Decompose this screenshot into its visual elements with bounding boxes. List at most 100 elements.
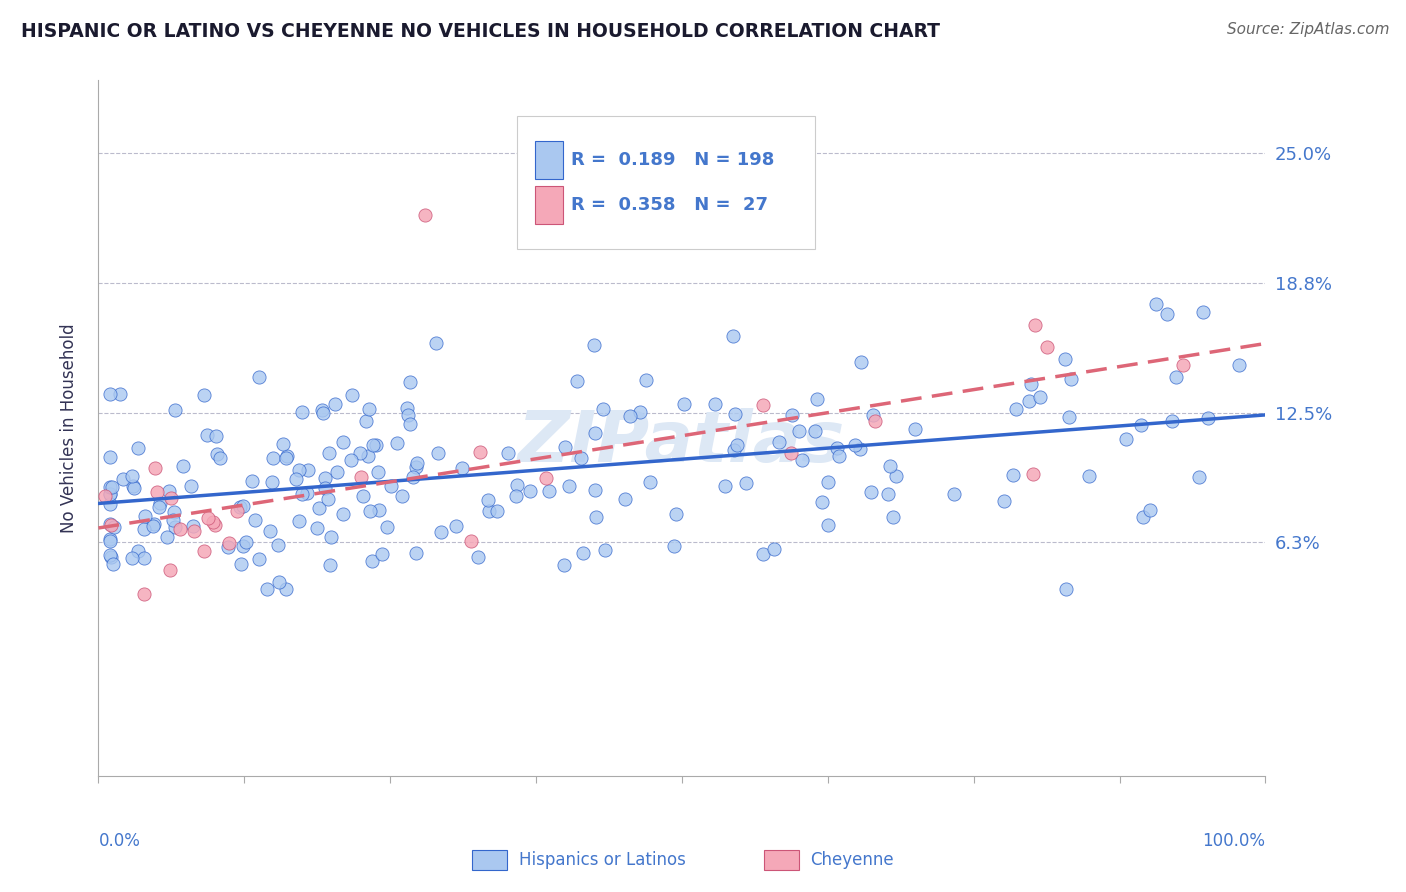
Point (159, 491, 181, 505)
Point (768, 435, 790, 450)
Point (1054, 582, 1077, 596)
Point (156, 530, 179, 544)
Point (429, 524, 451, 539)
Point (1156, 307, 1178, 321)
Point (232, 539, 254, 553)
Point (122, 481, 145, 495)
Point (232, 500, 254, 514)
Point (636, 373, 658, 387)
Point (163, 505, 186, 519)
Point (1024, 318, 1046, 332)
Point (142, 519, 165, 533)
Point (163, 520, 186, 534)
Point (352, 489, 374, 503)
Point (218, 535, 240, 549)
Point (274, 450, 297, 465)
Point (149, 496, 172, 510)
Point (380, 479, 402, 493)
Point (763, 542, 786, 557)
Text: HISPANIC OR LATINO VS CHEYENNE NO VEHICLES IN HOUSEHOLD CORRELATION CHART: HISPANIC OR LATINO VS CHEYENNE NO VEHICL… (21, 22, 941, 41)
Point (112, 472, 135, 486)
Bar (472, 850, 508, 870)
Point (862, 408, 884, 422)
Point (735, 475, 758, 490)
Point (790, 452, 813, 467)
Point (405, 460, 427, 475)
Bar (763, 850, 799, 870)
Point (98, 387, 121, 401)
Point (368, 503, 391, 517)
Point (825, 442, 848, 456)
Point (127, 442, 149, 456)
Point (98, 450, 121, 464)
Point (565, 374, 588, 388)
Point (554, 440, 576, 454)
Point (628, 405, 651, 419)
Point (100, 550, 122, 565)
Point (98, 497, 121, 511)
Point (172, 459, 194, 474)
Point (240, 475, 263, 489)
Point (817, 518, 839, 533)
Point (725, 438, 748, 452)
Point (100, 480, 122, 494)
Point (122, 478, 145, 492)
Point (1164, 370, 1187, 384)
Point (496, 446, 519, 460)
Point (314, 481, 336, 495)
Point (478, 503, 501, 517)
Point (665, 507, 688, 521)
Point (571, 546, 593, 560)
Point (354, 414, 377, 428)
Point (98, 548, 121, 562)
Point (425, 335, 447, 350)
Point (1022, 467, 1045, 482)
Point (865, 414, 887, 428)
Point (267, 538, 290, 552)
Point (467, 550, 489, 565)
Text: ZIPatlas: ZIPatlas (519, 408, 845, 476)
Point (108, 386, 131, 401)
Point (274, 582, 297, 596)
Point (485, 504, 508, 518)
Y-axis label: No Vehicles in Household: No Vehicles in Household (59, 323, 77, 533)
Point (308, 501, 330, 516)
Point (247, 552, 270, 566)
Point (406, 456, 429, 470)
Point (332, 507, 354, 521)
Text: Source: ZipAtlas.com: Source: ZipAtlas.com (1226, 22, 1389, 37)
Point (247, 370, 270, 384)
Point (103, 520, 125, 534)
Point (662, 539, 685, 553)
Point (904, 422, 927, 436)
Point (396, 409, 419, 423)
Point (724, 407, 747, 421)
Point (357, 401, 380, 416)
Point (163, 402, 186, 417)
Point (276, 449, 298, 463)
Point (295, 485, 318, 500)
Point (582, 338, 605, 352)
Point (396, 401, 419, 415)
Point (1188, 470, 1211, 484)
Point (226, 504, 249, 518)
Point (132, 522, 155, 536)
Point (723, 443, 745, 458)
Point (751, 547, 773, 561)
Point (942, 487, 965, 501)
Point (851, 355, 873, 369)
Point (1144, 296, 1167, 310)
Point (318, 446, 340, 460)
Point (398, 417, 420, 431)
Point (1227, 358, 1250, 372)
Point (340, 453, 363, 467)
Point (127, 544, 149, 558)
Point (297, 463, 319, 477)
Point (879, 458, 901, 473)
Point (98, 532, 121, 546)
Text: R =  0.358   N =  27: R = 0.358 N = 27 (571, 196, 768, 214)
Point (287, 463, 309, 477)
Point (1191, 305, 1213, 319)
Point (638, 475, 661, 489)
Point (402, 470, 425, 484)
